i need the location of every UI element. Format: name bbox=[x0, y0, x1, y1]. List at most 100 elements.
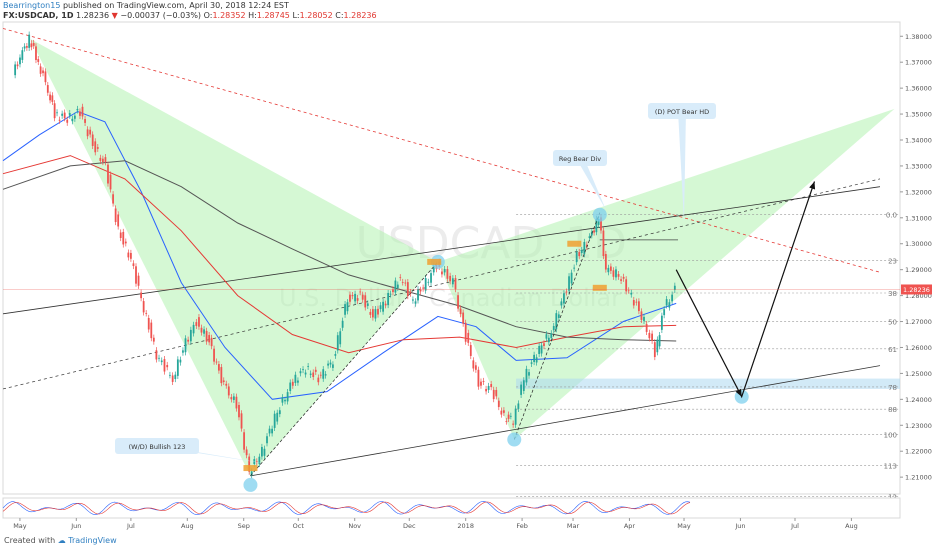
candle-body bbox=[430, 273, 432, 283]
candle-body bbox=[302, 369, 304, 371]
y-tick-label: 1.23000 bbox=[905, 422, 932, 430]
candle-body bbox=[604, 254, 607, 270]
candle-body bbox=[119, 232, 122, 238]
candle-body bbox=[514, 408, 517, 425]
y-tick-label: 1.21000 bbox=[905, 474, 932, 482]
candle-body bbox=[543, 343, 545, 346]
annotation-text: (D) POT Bear HD bbox=[655, 108, 709, 116]
swing-marker bbox=[567, 240, 582, 247]
candle-body bbox=[580, 250, 583, 254]
candle-body bbox=[665, 299, 668, 306]
candle-body bbox=[53, 103, 56, 119]
candle-body bbox=[291, 381, 294, 386]
candle-body bbox=[622, 276, 625, 279]
y-tick-label: 1.37000 bbox=[905, 59, 932, 67]
candle-body bbox=[49, 94, 51, 101]
last-price-badge bbox=[901, 284, 932, 295]
candle-body bbox=[656, 339, 659, 353]
open-label: O: bbox=[203, 11, 213, 20]
candle-body bbox=[341, 320, 344, 328]
candle-body bbox=[612, 270, 615, 277]
candle-body bbox=[443, 269, 446, 273]
candle-body bbox=[122, 231, 125, 245]
candle-body bbox=[76, 108, 79, 111]
candle-body bbox=[457, 295, 459, 309]
candle-body bbox=[500, 410, 503, 415]
candle-body bbox=[232, 396, 235, 400]
candle-body bbox=[643, 316, 645, 321]
candle-body bbox=[145, 313, 148, 314]
candle-body bbox=[625, 279, 628, 292]
y-tick-label: 1.38000 bbox=[905, 33, 932, 41]
candle-body bbox=[595, 218, 598, 233]
candle-body bbox=[37, 59, 40, 62]
candle-body bbox=[299, 371, 302, 374]
created-with-text: Created with bbox=[4, 536, 56, 545]
candle-body bbox=[218, 364, 220, 371]
candle-body bbox=[73, 115, 76, 119]
candle-body bbox=[79, 111, 81, 116]
candle-body bbox=[396, 284, 399, 288]
x-tick-label: Sep bbox=[238, 522, 250, 530]
candle-body bbox=[545, 334, 548, 339]
oscillator-line bbox=[2, 500, 691, 516]
candle-body bbox=[312, 372, 315, 377]
candle-body bbox=[660, 315, 663, 330]
candle-body bbox=[171, 375, 174, 382]
candle-body bbox=[142, 301, 145, 313]
y-tick-label: 1.36000 bbox=[905, 85, 932, 93]
candle-body bbox=[540, 345, 543, 354]
footer: Created with ☁ TradingView bbox=[4, 536, 117, 545]
x-tick-label: May bbox=[13, 522, 27, 530]
candle-body bbox=[399, 277, 402, 279]
candle-body bbox=[640, 311, 643, 320]
candle-body bbox=[258, 456, 261, 464]
y-tick-label: 1.25000 bbox=[905, 370, 932, 378]
candle-body bbox=[213, 348, 215, 362]
candle-body bbox=[155, 350, 158, 360]
author-link[interactable]: Bearrington15 bbox=[3, 1, 61, 10]
candle-body bbox=[349, 294, 351, 302]
candle-body bbox=[39, 66, 42, 74]
candle-body bbox=[568, 276, 570, 291]
candle-body bbox=[359, 291, 362, 293]
candle-body bbox=[86, 129, 89, 137]
candle-body bbox=[394, 280, 397, 293]
candle-body bbox=[525, 368, 528, 383]
candle-body bbox=[273, 413, 276, 428]
annotation-callout[interactable] bbox=[553, 150, 607, 166]
candle-body bbox=[169, 374, 171, 376]
candle-body bbox=[552, 326, 555, 331]
annotation-pointer bbox=[576, 158, 606, 210]
candle-body bbox=[250, 471, 253, 476]
x-tick-label: Aug bbox=[181, 522, 194, 530]
candle-body bbox=[387, 292, 390, 306]
candle-body bbox=[222, 380, 225, 382]
low-value: 1.28052 bbox=[299, 11, 333, 20]
last-price-value: 1.28236 bbox=[76, 11, 110, 20]
candle-body bbox=[182, 350, 184, 353]
candle-body bbox=[187, 339, 190, 342]
candle-body bbox=[528, 372, 530, 376]
candle-body bbox=[588, 236, 591, 238]
candle-body bbox=[615, 269, 617, 278]
candle-body bbox=[374, 309, 377, 319]
tradingview-brand[interactable]: TradingView bbox=[68, 536, 117, 545]
candle-body bbox=[16, 64, 19, 67]
annotation-callout[interactable] bbox=[115, 438, 199, 454]
candle-body bbox=[132, 263, 135, 267]
candle-body bbox=[278, 410, 281, 415]
candle-body bbox=[454, 278, 457, 290]
published-text: published on TradingView.com, April 30, … bbox=[62, 1, 289, 10]
y-tick-label: 1.24000 bbox=[905, 396, 932, 404]
candle-body bbox=[406, 282, 409, 297]
candle-body bbox=[286, 392, 289, 402]
y-tick-label: 1.35000 bbox=[905, 111, 932, 119]
candle-body bbox=[91, 134, 94, 146]
candle-body bbox=[663, 309, 666, 316]
high-value: 1.28745 bbox=[256, 11, 290, 20]
candle-body bbox=[585, 244, 588, 247]
candle-body bbox=[602, 230, 605, 256]
annotation-callout[interactable] bbox=[648, 103, 716, 119]
